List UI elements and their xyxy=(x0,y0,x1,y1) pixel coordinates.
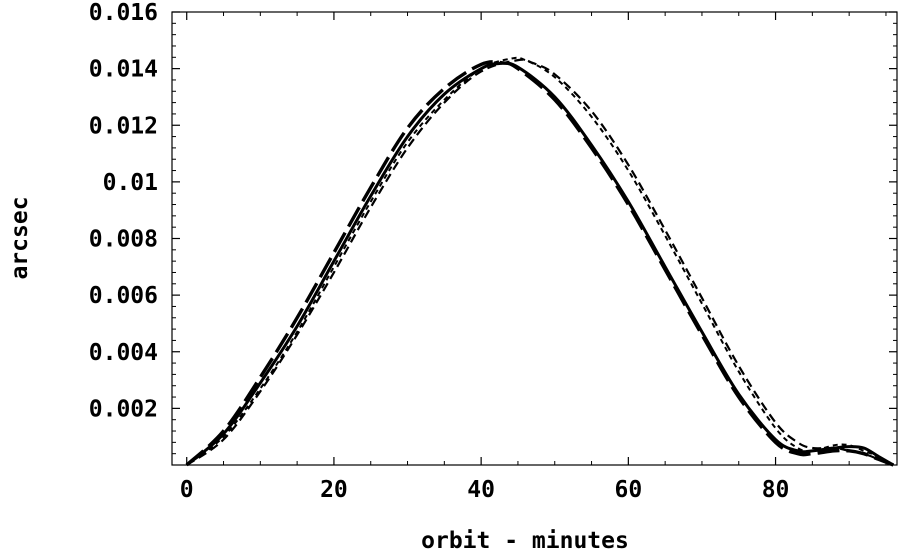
y-axis: 0.002 0.004 0.006 0.008 0.01 0.012 0.014 0.016 xyxy=(89,0,897,455)
x-tick-label: 80 xyxy=(762,477,790,503)
y-tick-label: 0.002 xyxy=(89,396,158,422)
x-axis: 0 20 40 60 80 xyxy=(180,12,887,503)
y-tick-label: 0.01 xyxy=(103,170,158,196)
x-tick-label: 60 xyxy=(614,477,642,503)
series-line-3 xyxy=(186,58,894,467)
series-line-1 xyxy=(185,61,895,467)
y-tick-label: 0.016 xyxy=(89,0,158,26)
y-tick-label: 0.014 xyxy=(89,57,158,83)
y-tick-label: 0.008 xyxy=(89,227,158,253)
x-tick-label: 20 xyxy=(320,477,348,503)
y-tick-label: 0.004 xyxy=(89,340,158,366)
series-group xyxy=(185,56,895,467)
x-tick-label: 40 xyxy=(467,477,495,503)
x-axis-label: orbit - minutes xyxy=(421,528,629,554)
series-line-4 xyxy=(186,56,894,466)
series-line-2 xyxy=(185,60,894,467)
y-tick-label: 0.006 xyxy=(89,283,158,309)
y-axis-label: arcsec xyxy=(7,196,33,279)
y-tick-label: 0.012 xyxy=(89,113,158,139)
x-tick-label: 0 xyxy=(180,477,194,503)
